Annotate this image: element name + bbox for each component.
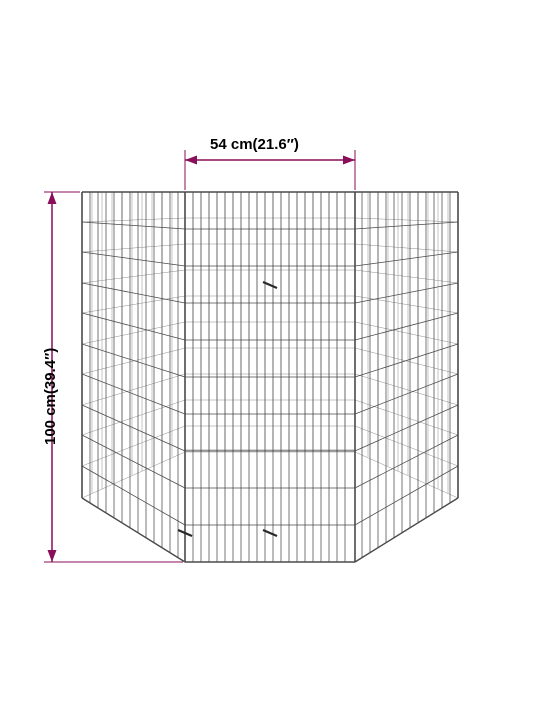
product-diagram-container: { "dimensions": { "width_label": "54 cm(…: [0, 0, 540, 720]
dimension-lines: [44, 150, 355, 562]
cage-diagram-svg: [0, 0, 540, 720]
width-dimension-label: 54 cm(21.6″): [210, 136, 299, 153]
cage-structure: [82, 192, 458, 562]
back-center-panel: [185, 192, 355, 450]
height-dimension-label: 100 cm(39.4″): [42, 348, 59, 445]
back-panels: [82, 192, 458, 498]
